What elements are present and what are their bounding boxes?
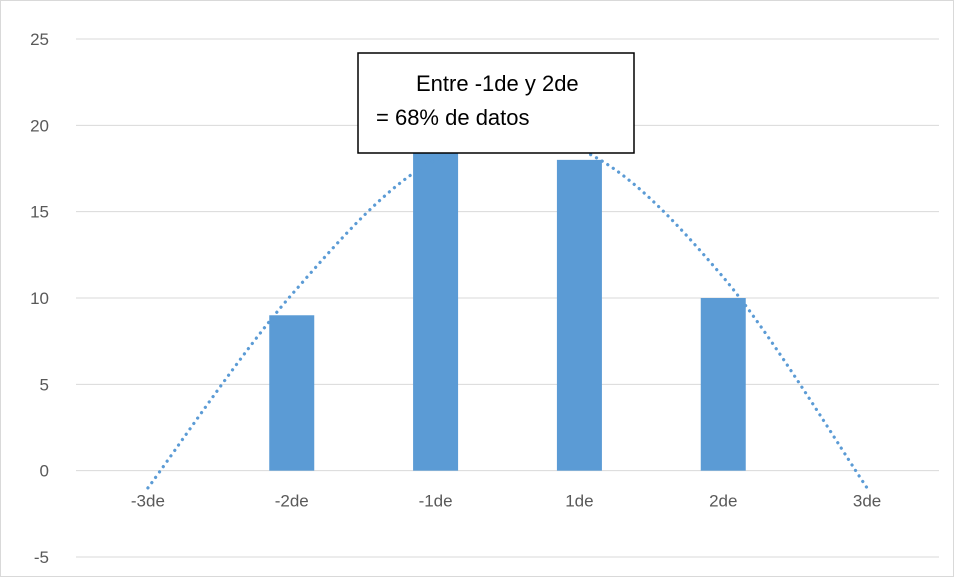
y-tick-label: 15 <box>30 203 49 222</box>
y-axis-ticks: -5 0 5 10 15 20 25 <box>30 30 49 567</box>
bar <box>700 298 746 471</box>
y-tick-label: -5 <box>34 548 49 567</box>
bar <box>556 159 602 471</box>
annotation-box: Entre -1de y 2de = 68% de datos <box>357 52 635 154</box>
annotation-line-2: = 68% de datos <box>376 105 530 130</box>
y-tick-label: 5 <box>40 375 49 394</box>
y-tick-label: 20 <box>30 116 49 135</box>
x-axis-ticks: -3de -2de -1de 1de 2de 3de <box>131 492 881 511</box>
x-tick-label: -1de <box>419 492 453 511</box>
trendline <box>146 136 869 490</box>
x-tick-label: 1de <box>565 492 593 511</box>
x-tick-label: -2de <box>275 492 309 511</box>
annotation-border <box>357 52 635 154</box>
x-tick-label: 3de <box>853 492 881 511</box>
x-tick-label: 2de <box>709 492 737 511</box>
y-tick-label: 25 <box>30 30 49 49</box>
bar <box>269 315 315 471</box>
x-tick-label: -3de <box>131 492 165 511</box>
annotation-line-1: Entre -1de y 2de <box>416 71 579 96</box>
bar <box>413 142 459 471</box>
y-tick-label: 0 <box>40 462 49 481</box>
y-tick-label: 10 <box>30 289 49 308</box>
bars <box>269 142 746 471</box>
